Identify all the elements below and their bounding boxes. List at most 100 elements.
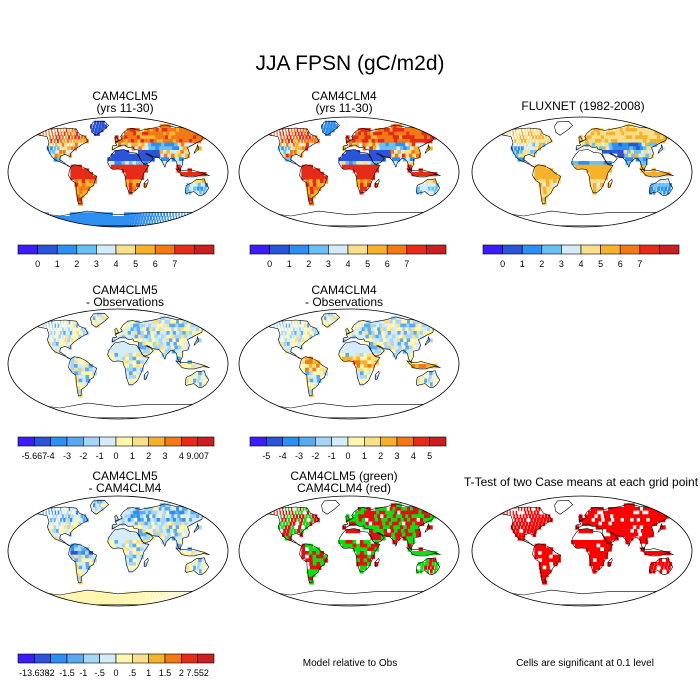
map-cell	[363, 164, 368, 169]
coastline-japan	[424, 523, 431, 533]
map-cell	[303, 323, 306, 328]
map-cell	[361, 510, 366, 515]
map-cell	[81, 558, 87, 563]
map-cell	[143, 536, 148, 541]
map-cell	[549, 179, 554, 184]
map-cell	[120, 595, 125, 600]
map-cell	[585, 518, 590, 523]
map-cell	[404, 507, 410, 512]
map-cell	[596, 157, 601, 162]
map-cell	[55, 334, 58, 339]
map-cell	[74, 562, 80, 567]
map-cell	[601, 518, 606, 523]
map-cell	[400, 323, 406, 328]
map-cell	[308, 135, 311, 140]
map-cell	[595, 142, 600, 147]
map-cell	[160, 153, 166, 158]
map-cell	[312, 364, 317, 369]
map-cell	[352, 135, 357, 140]
coastline-australia	[648, 178, 674, 197]
map-cell	[128, 565, 133, 570]
map-cell	[284, 349, 289, 354]
map-cell	[30, 216, 38, 221]
map-cell	[164, 216, 166, 221]
map-cell	[426, 172, 431, 177]
map-cell	[141, 521, 146, 526]
map-cell	[143, 349, 148, 354]
map-cell	[433, 323, 441, 328]
map-cell	[181, 212, 183, 217]
map-cell	[128, 356, 134, 361]
map-cell	[588, 135, 593, 140]
map-cell	[295, 327, 299, 332]
map-cell	[352, 150, 357, 155]
map-cell	[161, 595, 164, 600]
map-cell	[407, 150, 414, 155]
map-cell	[623, 150, 629, 155]
map-cell	[382, 146, 388, 151]
coastline-africa	[338, 528, 381, 573]
coastline-sa	[299, 164, 329, 205]
map-cell	[58, 514, 61, 519]
map-cell	[585, 153, 590, 158]
map-cell	[145, 510, 150, 515]
map-cell	[356, 367, 361, 372]
map-cell	[607, 183, 612, 188]
map-cell	[130, 131, 135, 136]
map-cell	[162, 124, 168, 129]
colorbar-swatch	[521, 244, 543, 255]
map-cell	[93, 212, 99, 217]
map-cell	[110, 345, 116, 350]
map-cell	[418, 551, 423, 556]
coastline-antarctica	[257, 589, 441, 606]
map-cell	[52, 327, 55, 332]
map-cell	[118, 536, 123, 541]
map-cell	[359, 168, 365, 173]
map-cell	[434, 565, 438, 570]
map-cell	[125, 532, 130, 537]
map-cell	[143, 219, 146, 224]
colorbar-swatch	[56, 244, 78, 255]
map-cell	[626, 525, 632, 530]
colorbar-tick-label: 1	[146, 668, 151, 678]
coastline-eurasia	[342, 503, 440, 551]
map-cell	[390, 124, 397, 129]
map-cell	[196, 212, 198, 217]
map-cell	[359, 164, 365, 169]
map-cell	[73, 598, 79, 603]
map-cell	[305, 364, 310, 369]
map-cell	[195, 190, 199, 195]
map-cell	[57, 157, 61, 162]
map-cell	[148, 212, 151, 217]
map-cell	[363, 562, 368, 567]
map-cell	[378, 320, 383, 325]
map-cell	[129, 507, 134, 512]
map-cell	[359, 375, 364, 380]
map-cell	[123, 216, 127, 221]
map-cell	[415, 382, 419, 387]
map-cell	[656, 139, 663, 144]
map-cell	[624, 157, 630, 162]
map-cell	[534, 547, 539, 552]
map-cell	[85, 378, 91, 383]
map-cell	[118, 532, 123, 537]
colorbar-swatch	[50, 653, 68, 664]
map-cell	[600, 551, 605, 556]
map-cell	[307, 139, 310, 144]
map-cell	[125, 360, 130, 365]
map-cell	[133, 135, 138, 140]
map-cell	[128, 183, 133, 188]
map-cell	[131, 521, 136, 526]
map-cell	[125, 172, 130, 177]
map-cell	[124, 518, 129, 523]
map-cell	[629, 525, 635, 530]
map-cell	[71, 334, 75, 339]
map-cell	[134, 598, 138, 603]
colorbar-swatch	[99, 436, 117, 447]
map-cell	[125, 536, 130, 541]
map-cell	[54, 507, 56, 512]
map-cell	[73, 338, 78, 343]
map-cell	[368, 331, 373, 336]
map-cell	[628, 142, 634, 147]
map-cell	[405, 153, 411, 158]
